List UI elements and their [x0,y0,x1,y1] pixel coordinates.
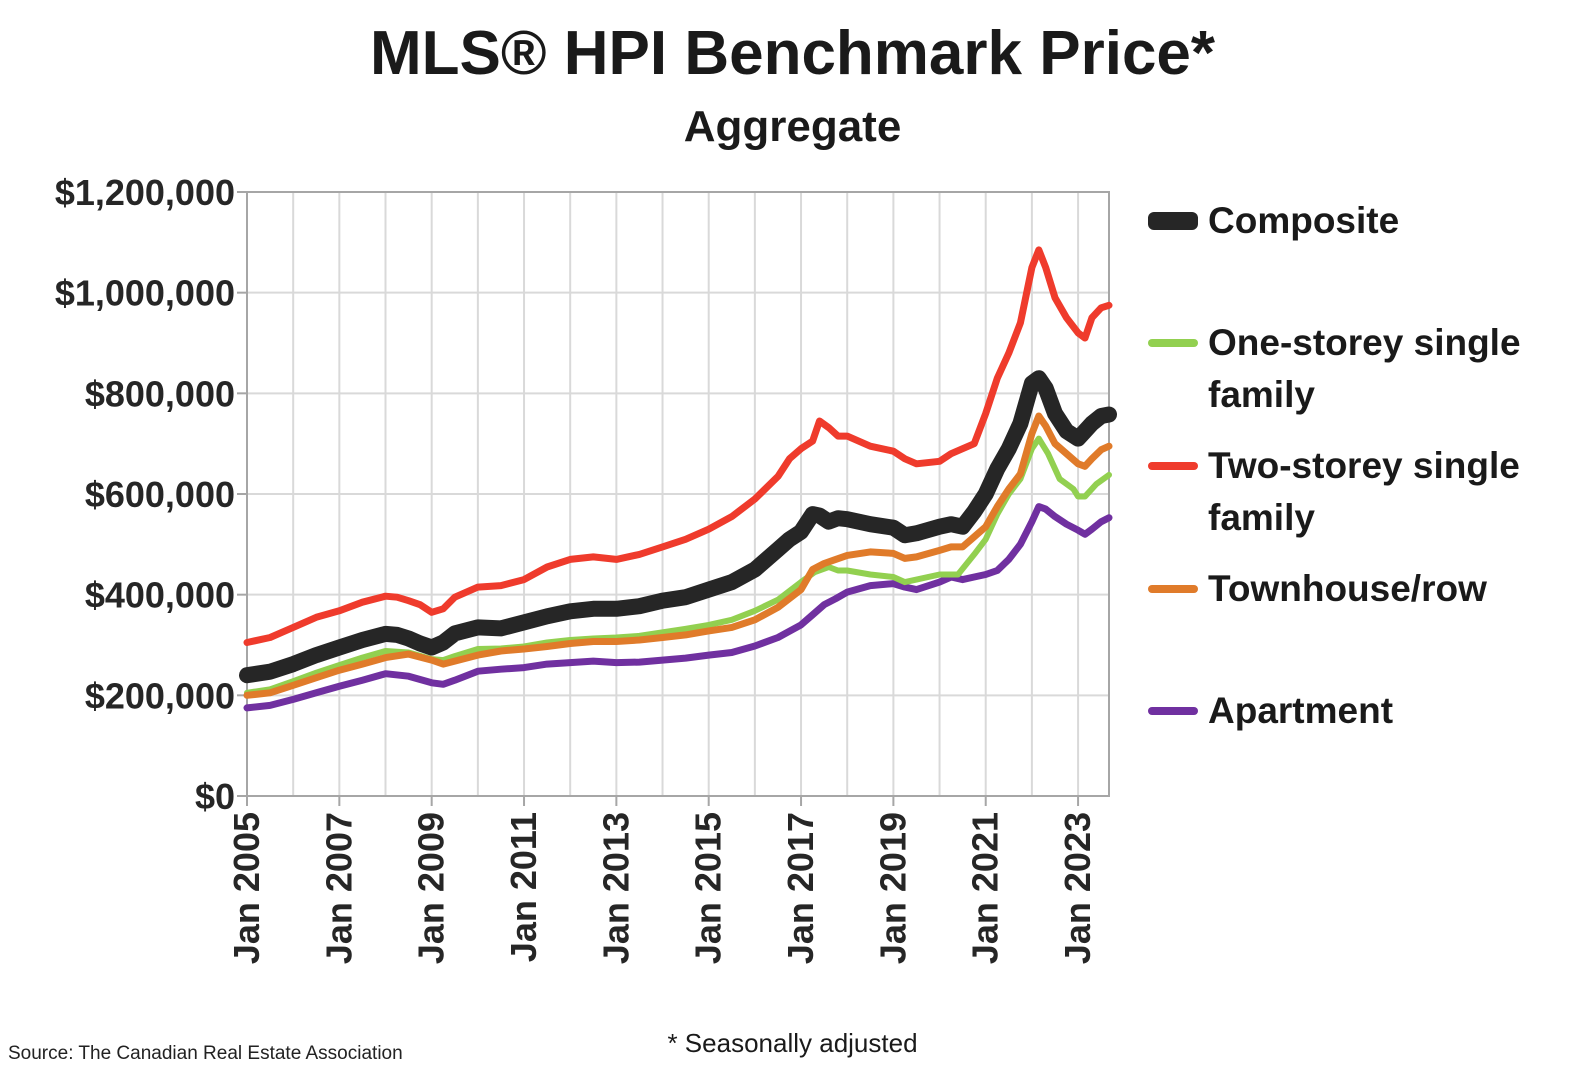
x-tick-label: Jan 2011 [503,812,544,962]
legend-label: Composite [1208,200,1400,241]
series-line-apartment [243,503,1113,712]
y-tick-label: $1,000,000 [55,273,235,314]
x-axis: Jan 2005 Jan 2007 Jan 2009 Jan 2011 Jan 2013… [226,796,1098,964]
legend-item: Two-storey single family [1148,440,1578,544]
chart-subtitle: Aggregate [683,102,902,151]
legend-label: Two-storey single family [1208,445,1520,538]
x-tick-label: Jan 2019 [872,812,913,964]
y-tick-label: $400,000 [85,575,235,616]
x-tick-label: Jan 2007 [318,812,359,964]
y-tick-label: $1,200,000 [55,172,235,213]
y-tick-label: $600,000 [85,474,235,515]
series-lines [239,246,1117,712]
legend-item: Apartment [1148,685,1578,737]
legend-label: Townhouse/row [1208,568,1487,609]
footnote: * Seasonally adjusted [667,1028,918,1058]
y-tick-label: $800,000 [85,373,235,414]
series-line-two-storey-single-family [243,246,1113,646]
legend-item: Composite [1148,195,1578,247]
legend-item: Townhouse/row [1148,563,1578,615]
legend-item: One-storey single family [1148,317,1578,421]
x-tick-label: Jan 2013 [595,812,636,964]
legend-swatch [1148,462,1198,470]
legend-swatch [1148,212,1198,230]
x-tick-label: Jan 2005 [226,812,267,964]
legend-swatch [1148,585,1198,593]
line-chart: $0 $200,000 $400,000 $600,000 $800,000 $1,000… [55,172,1117,964]
x-tick-label: Jan 2021 [965,812,1006,964]
x-tick-label: Jan 2015 [688,812,729,964]
series-line-composite [239,370,1117,684]
y-axis: $0 $200,000 $400,000 $600,000 $800,000 $1,000… [55,172,247,817]
series-line-townhouse-row [243,412,1113,699]
legend-label: Apartment [1208,690,1394,731]
legend-label: One-storey single family [1208,322,1521,415]
chart-title: MLS® HPI Benchmark Price* [369,19,1216,88]
x-tick-label: Jan 2023 [1057,812,1098,964]
legend-swatch [1148,339,1198,347]
y-tick-label: $200,000 [85,675,235,716]
x-tick-label: Jan 2009 [411,812,452,964]
source-note: Source: The Canadian Real Estate Associa… [8,1043,403,1064]
x-tick-label: Jan 2017 [780,812,821,964]
y-tick-label: $0 [195,776,235,817]
legend-swatch [1148,707,1198,715]
